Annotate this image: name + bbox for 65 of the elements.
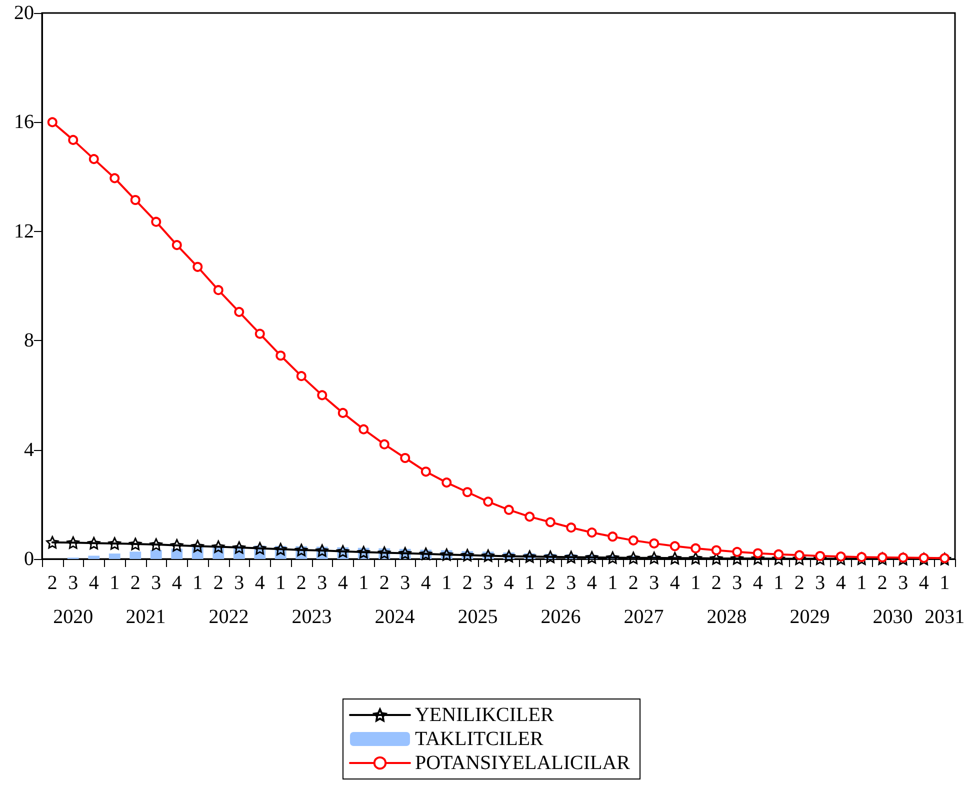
x-tick-label: 4 [420, 572, 431, 594]
x-tick-label: 4 [88, 572, 99, 594]
x-tick-label: 1 [442, 572, 452, 594]
x-tick-label: 4 [586, 572, 597, 594]
x-tick-label: 2 [47, 572, 58, 594]
x-tick-label: 3 [898, 572, 908, 594]
x-tick-label: 3 [400, 572, 410, 594]
x-tick-label: 2 [296, 572, 306, 594]
x-tick-label: 3 [234, 572, 244, 594]
x-tick-label: 4 [836, 572, 846, 594]
text: 2027 [624, 606, 664, 628]
x-tick-label: 3 [151, 572, 162, 594]
x-tick-label: 3 [732, 572, 742, 594]
y-tick-label: 4 [24, 438, 34, 461]
text: 2025 [458, 606, 498, 628]
x-tick-label: 3 [566, 572, 576, 594]
x-tick-label: 1 [608, 572, 618, 594]
x-tick-label: 4 [254, 572, 265, 594]
text: 2028 [706, 606, 747, 628]
x-tick-label: 1 [110, 572, 120, 594]
x-tick-label: 4 [172, 572, 182, 594]
x-tick-label: 4 [752, 572, 763, 594]
x-tick-label: 2 [462, 572, 472, 594]
text: 2026 [540, 606, 581, 628]
text: 2030 [872, 606, 913, 628]
x-tick-label: 4 [918, 572, 929, 594]
x-tick-label: 3 [317, 572, 328, 594]
y-tick-label: 8 [24, 330, 34, 352]
legend-label: POTANSIYELALICILAR [414, 752, 631, 774]
text: 2023 [292, 606, 332, 628]
x-tick-label: 2 [877, 572, 888, 594]
x-tick-label: 1 [940, 572, 950, 594]
x-tick-label: 3 [483, 572, 494, 594]
x-tick-label: 2 [545, 572, 556, 594]
y-tick-label: 12 [14, 220, 34, 242]
text: 2022 [208, 606, 249, 628]
text: 2029 [790, 606, 830, 628]
x-tick-label: 2 [628, 572, 638, 594]
x-tick-label: 2 [130, 572, 140, 594]
x-tick-label: 1 [524, 572, 535, 594]
x-tick-label: 1 [856, 572, 867, 594]
x-tick-label: 3 [815, 572, 826, 594]
y-tick-label: 20 [14, 2, 34, 24]
x-tick-label: 1 [192, 572, 203, 594]
x-tick-label: 1 [276, 572, 286, 594]
x-tick-label: 4 [670, 572, 680, 594]
text: 2024 [374, 606, 415, 628]
text: 2020 [53, 606, 94, 628]
y-tick-label: 16 [14, 111, 34, 134]
x-tick-label: 1 [358, 572, 369, 594]
x-tick-label: 2 [794, 572, 804, 594]
text: 2021 [126, 606, 166, 628]
x-tick-label: 2 [711, 572, 722, 594]
x-tick-label: 2 [213, 572, 224, 594]
x-tick-label: 1 [774, 572, 784, 594]
x-tick-label: 2 [379, 572, 390, 594]
legend-label: YENILIKCILER [414, 704, 554, 726]
legend-label: TAKLITCILER [414, 728, 544, 750]
x-tick-label: 4 [504, 572, 514, 594]
x-tick-label: 4 [338, 572, 348, 594]
x-tick-label: 3 [649, 572, 660, 594]
x-tick-label: 1 [690, 572, 701, 594]
text: 2031 [924, 606, 965, 628]
y-tick-label: 0 [24, 548, 34, 570]
x-tick-label: 3 [68, 572, 78, 594]
